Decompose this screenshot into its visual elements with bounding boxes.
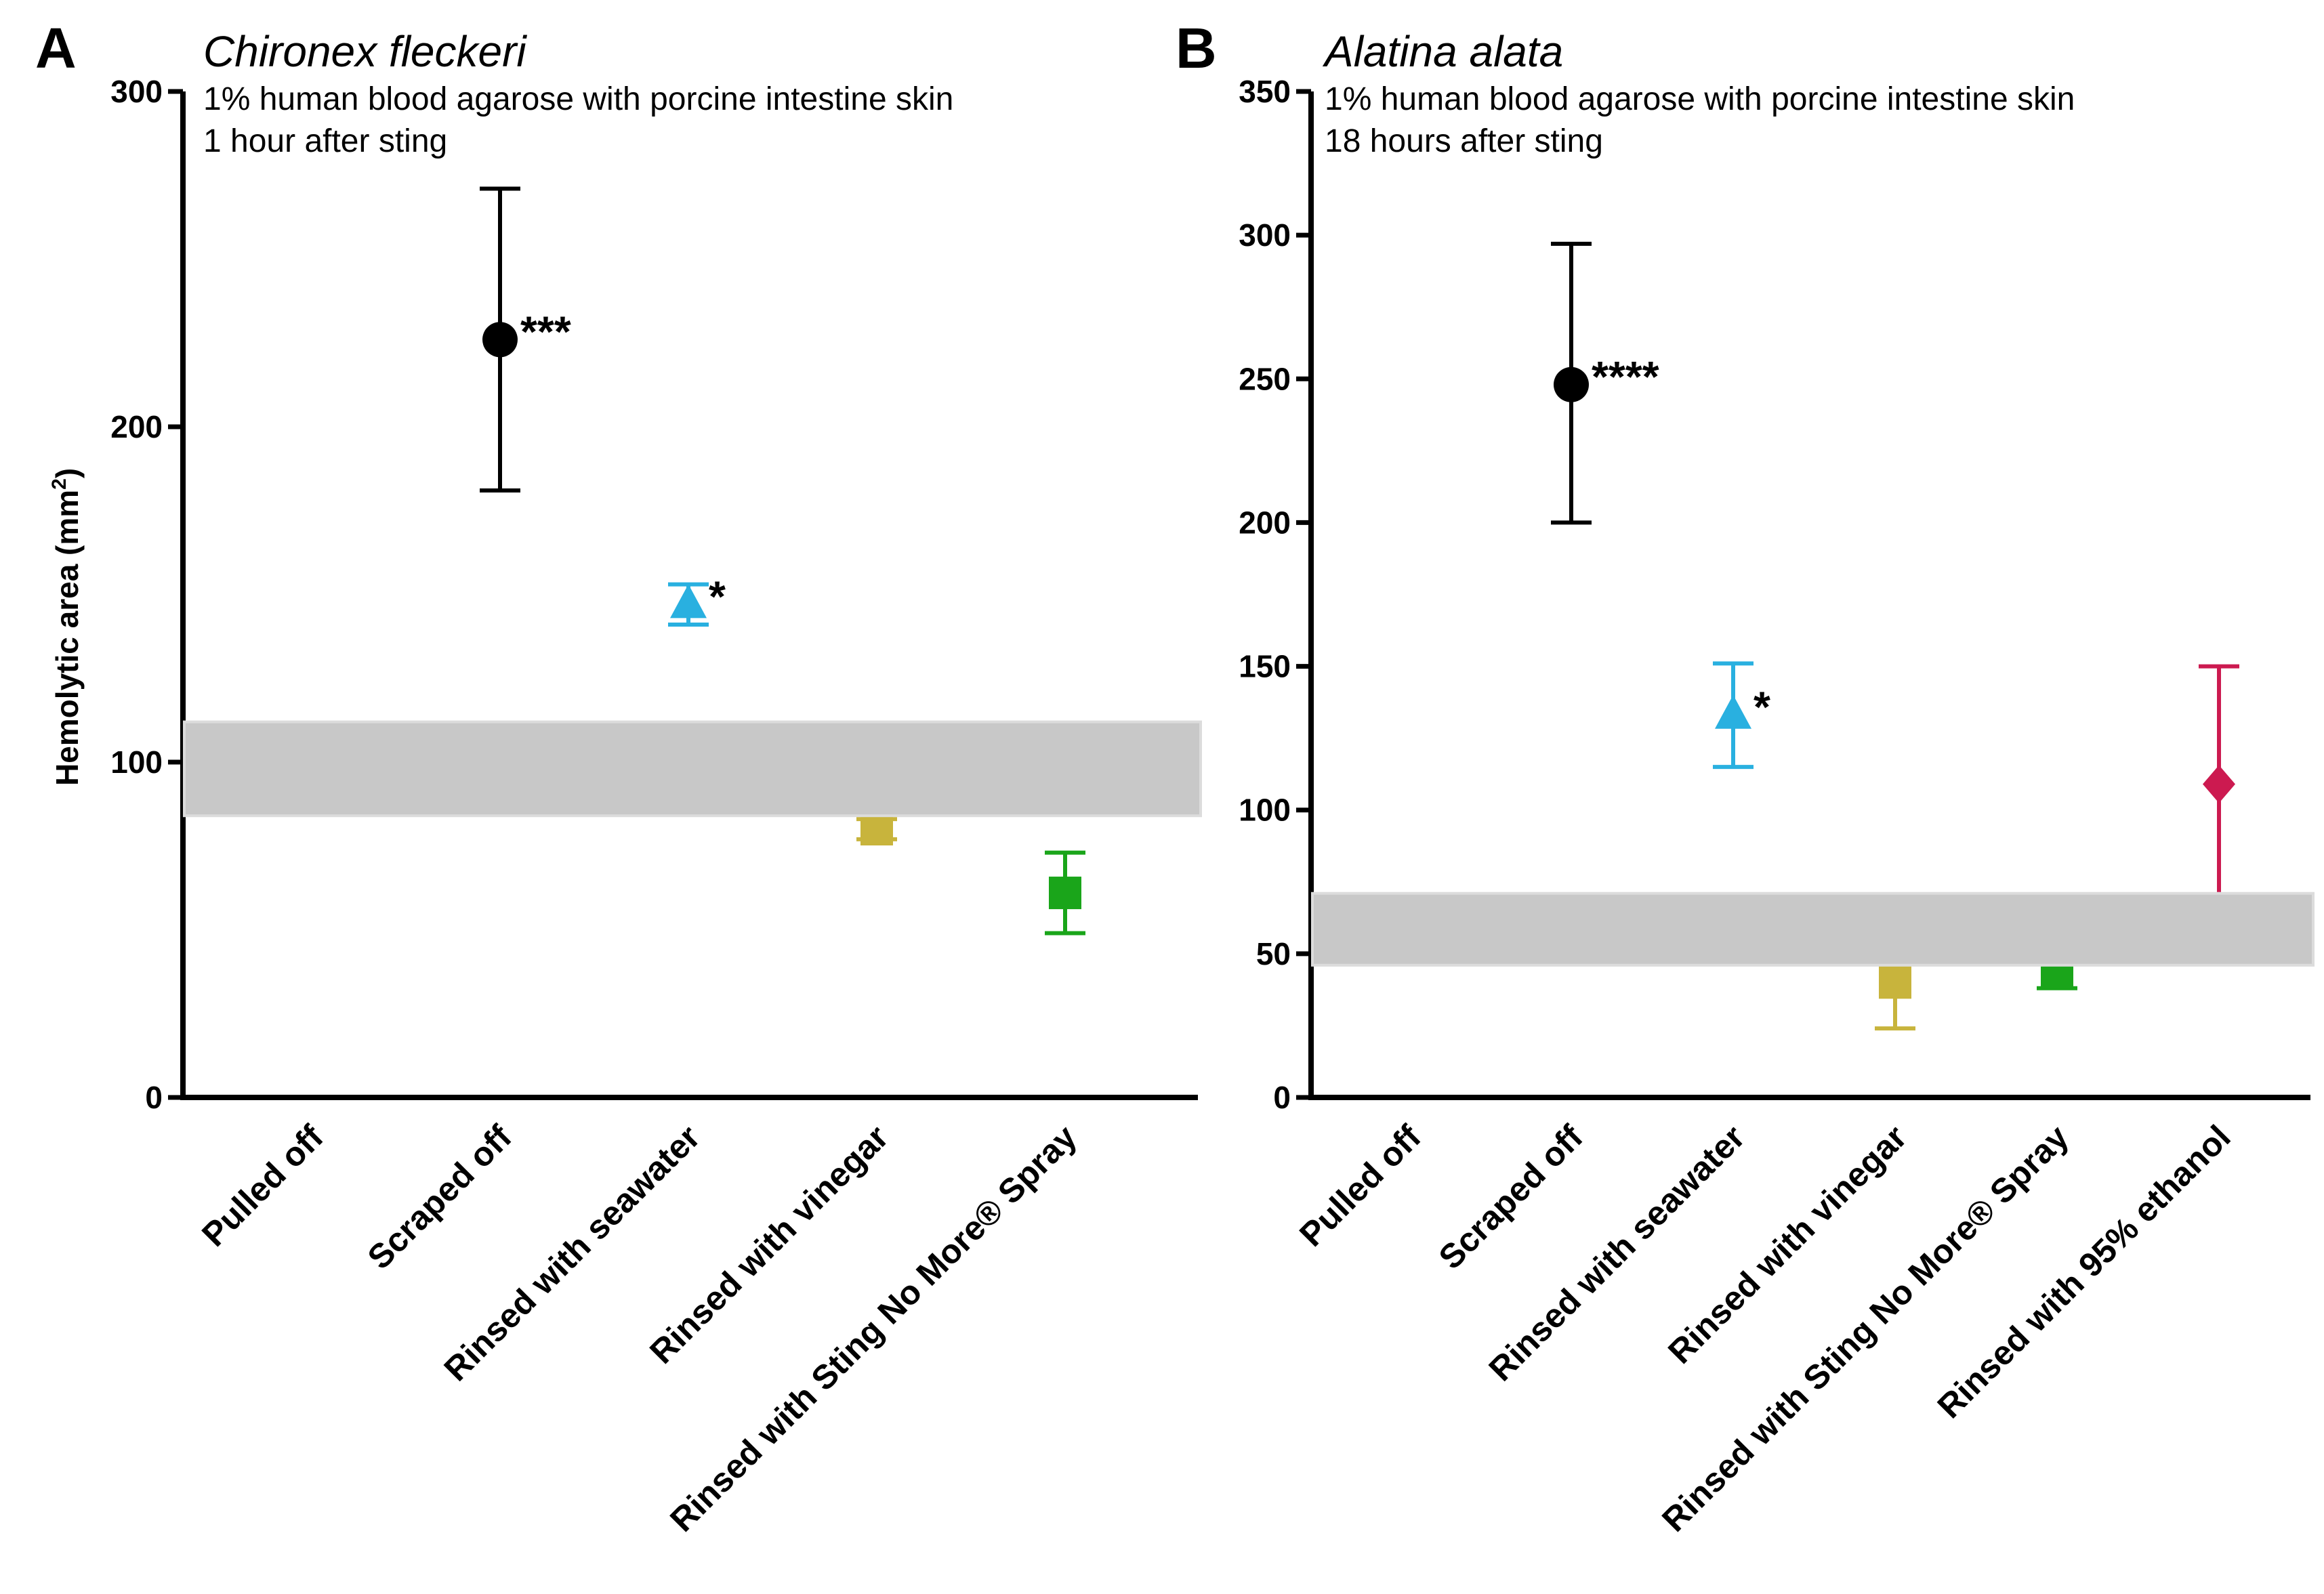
- y-axis-label: Hemolytic area (mm2): [48, 468, 85, 786]
- y-tick-label: 100: [1239, 793, 1291, 828]
- data-point: [860, 813, 893, 845]
- y-tick-label: 50: [1256, 936, 1291, 971]
- y-tick-label: 350: [1239, 74, 1291, 109]
- chart-subtitle: 1 hour after sting: [203, 123, 447, 159]
- data-point-group: [1045, 850, 1085, 936]
- y-tick-label: 200: [110, 409, 163, 444]
- y-tick-label: 0: [1273, 1080, 1291, 1115]
- x-category-label: Scraped off: [360, 1118, 519, 1276]
- data-point-group: [2199, 664, 2239, 904]
- chart-subtitle: 1% human blood agarose with porcine inte…: [203, 81, 953, 117]
- x-category-label: Pulled off: [1292, 1118, 1428, 1254]
- significance-label: *: [1754, 683, 1770, 732]
- y-tick-label: 250: [1239, 361, 1291, 396]
- chart-subtitle: 1% human blood agarose with porcine inte…: [1325, 81, 2075, 117]
- y-tick-label: 100: [110, 744, 163, 780]
- data-point: [1049, 877, 1081, 910]
- y-tick-label: 300: [1239, 217, 1291, 253]
- x-category-label: Rinsed with 95% ethanol: [1930, 1118, 2238, 1425]
- chart-title: Chironex fleckeri: [203, 27, 527, 76]
- significance-label: ****: [1592, 352, 1659, 401]
- significance-label: ***: [520, 307, 571, 356]
- data-point-group: *: [668, 572, 726, 627]
- data-point-group: ***: [480, 186, 571, 493]
- data-point-group: *: [1713, 661, 1770, 770]
- x-category-label: Pulled off: [194, 1118, 331, 1254]
- data-point: [482, 322, 518, 358]
- panel-letter: B: [1176, 16, 1217, 80]
- data-point: [1879, 966, 1911, 999]
- data-point-group: [856, 813, 897, 845]
- y-tick-label: 150: [1239, 649, 1291, 684]
- y-tick-label: 300: [110, 74, 163, 109]
- data-point-group: ****: [1551, 241, 1659, 525]
- shaded-band: [1311, 892, 2315, 967]
- panel-letter: A: [35, 16, 77, 80]
- chart-panel-b: B Alatina alata 1% human blood agarose wit…: [1176, 16, 2315, 1539]
- x-category-label: Scraped off: [1432, 1118, 1590, 1276]
- shaded-band: [183, 720, 1202, 818]
- y-tick-label: 0: [145, 1080, 163, 1115]
- chart-subtitle: 18 hours after sting: [1325, 123, 1603, 159]
- y-tick-label: 200: [1239, 505, 1291, 540]
- data-point: [1554, 366, 1589, 402]
- data-point: [670, 584, 707, 618]
- x-category-label: Rinsed with Sting No More® Spray: [663, 1118, 1084, 1539]
- chart-panel-a: A Chironex fleckeri 1% human blood agarose…: [35, 16, 1202, 1539]
- significance-label: *: [709, 572, 726, 621]
- data-point: [1715, 694, 1751, 729]
- chart-title: Alatina alata: [1322, 27, 1563, 76]
- data-point: [2203, 765, 2235, 803]
